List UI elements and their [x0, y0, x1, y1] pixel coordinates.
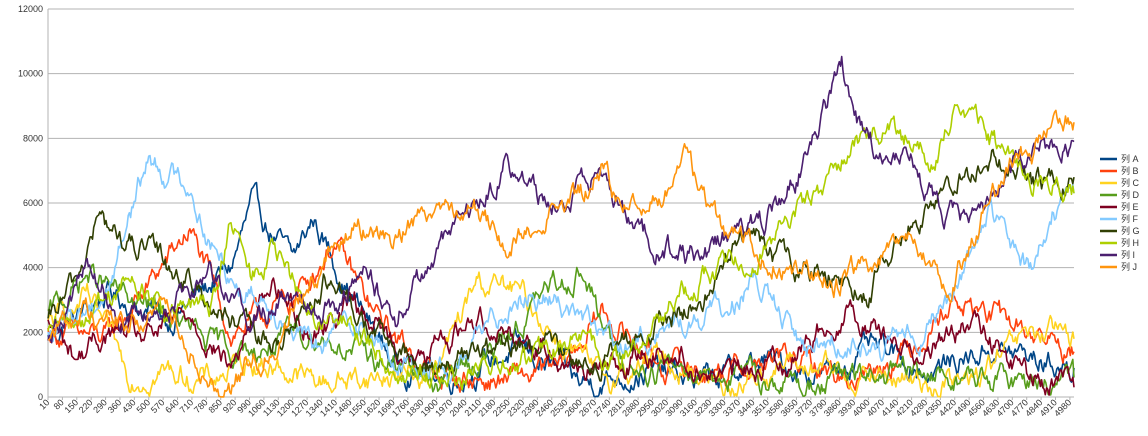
y-tick-label: 12000 — [18, 4, 43, 14]
legend-label: 列 G — [1121, 225, 1140, 236]
series-line — [47, 103, 1075, 391]
legend-label: 列 C — [1121, 177, 1140, 188]
legend-label: 列 H — [1121, 237, 1139, 248]
series-line — [47, 277, 1075, 396]
x-tick-labels: 10 80150220290360430500570640710780850920… — [37, 397, 1073, 418]
series-line — [47, 228, 1075, 393]
legend-label: 列 J — [1121, 261, 1137, 272]
legend-label: 列 A — [1121, 153, 1139, 164]
y-tick-labels: 0 2000 4000 6000 8000 10000 12000 — [18, 4, 43, 402]
y-tick-label: 6000 — [23, 198, 43, 208]
y-tick-label: 0 — [38, 392, 43, 402]
x-tick-label: 4980 — [1052, 397, 1073, 418]
legend-label: 列 B — [1121, 165, 1139, 176]
y-tick-label: 8000 — [23, 133, 43, 143]
y-tick-label: 10000 — [18, 69, 43, 79]
series-line — [47, 154, 1075, 385]
legend: 列 A列 B列 C列 D列 E列 F列 G列 H列 I列 J — [1100, 153, 1140, 272]
legend-label: 列 I — [1121, 249, 1135, 260]
legend-label: 列 E — [1121, 201, 1139, 212]
y-tick-label: 2000 — [23, 327, 43, 337]
series-line — [47, 109, 1075, 398]
legend-label: 列 F — [1121, 213, 1139, 224]
series-lines — [47, 55, 1075, 398]
series-line — [47, 263, 1075, 398]
y-tick-label: 4000 — [23, 263, 43, 273]
legend-label: 列 D — [1121, 189, 1140, 200]
